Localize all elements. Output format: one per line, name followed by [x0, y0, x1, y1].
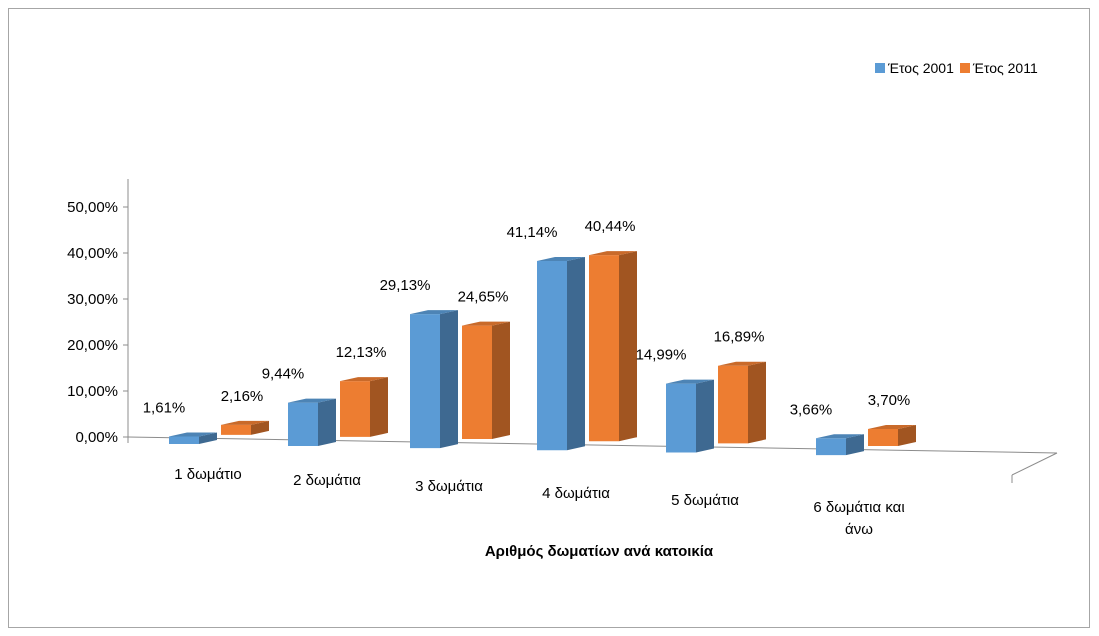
bar-side: [199, 432, 217, 444]
bar-top: [169, 432, 217, 437]
bar-front: [340, 381, 370, 437]
data-label-2001-3: 29,13%: [380, 277, 431, 294]
x-axis-title: Αριθμός δωματίων ανά κατοικία: [485, 543, 714, 560]
chart-frame: 0,00% 10,00% 20,00% 30,00% 40,00% 50,00% 1,61%…: [8, 8, 1090, 628]
bar-front: [868, 428, 898, 447]
y-tick-label: 10,00%: [67, 383, 118, 400]
bar-top: [589, 251, 637, 256]
floor-side-edge: [1011, 452, 1058, 476]
y-tick-label: 50,00%: [67, 199, 118, 216]
data-label-2001-2: 9,44%: [262, 366, 305, 383]
bar-top: [537, 257, 585, 262]
data-label-2011-3: 24,65%: [458, 289, 509, 306]
legend-item-2001: Έτος 2001: [875, 60, 954, 76]
bar-2011-3: [462, 321, 510, 440]
category-label-line: 5 δωμάτια: [671, 492, 739, 509]
y-tick-label: 30,00%: [67, 291, 118, 308]
data-label-2011-4: 40,44%: [585, 218, 636, 235]
data-label-2001-5: 14,99%: [636, 347, 687, 364]
bar-front: [666, 383, 696, 453]
bar-side: [846, 434, 864, 456]
bar-top: [868, 424, 916, 429]
bar-top: [816, 434, 864, 439]
bar-side: [748, 361, 766, 444]
bar-side: [567, 257, 585, 451]
data-label-2011-1: 2,16%: [221, 388, 264, 405]
legend-label-2011: Έτος 2011: [972, 60, 1038, 76]
bar-front: [537, 261, 567, 451]
bar-side: [619, 251, 637, 442]
category-label-line: 3 δωμάτια: [415, 478, 483, 495]
category-label-4: 4 δωμάτια: [542, 485, 610, 502]
bar-front: [288, 402, 318, 447]
bar-2011-6: [868, 424, 916, 447]
floor-back-edge: [127, 436, 1058, 454]
data-label-2001-6: 3,66%: [790, 401, 833, 418]
bar-2001-2: [288, 398, 336, 447]
bar-2011-5: [718, 361, 766, 444]
bar-2001-1: [169, 432, 217, 444]
bar-front: [169, 436, 199, 444]
data-label-2011-5: 16,89%: [714, 329, 765, 346]
category-label-6: 6 δωμάτια και άνω: [813, 499, 904, 538]
chart-plot: 0,00% 10,00% 20,00% 30,00% 40,00% 50,00% 1,61%…: [67, 179, 1058, 560]
bar-top: [340, 377, 388, 382]
bar-top: [666, 379, 714, 384]
data-label-2011-6: 3,70%: [868, 392, 911, 409]
bar-2011-4: [589, 251, 637, 442]
y-tick-label: 0,00%: [75, 429, 118, 446]
legend-swatch-2011: [959, 63, 970, 73]
bar-top: [410, 310, 458, 315]
legend-swatch-2001: [875, 63, 885, 73]
legend-label-2001: Έτος 2001: [888, 60, 954, 76]
bar-front: [410, 314, 440, 449]
bar-side: [318, 398, 336, 447]
category-label-2: 2 δωμάτια: [293, 472, 361, 489]
category-label-line: 6 δωμάτια και: [813, 499, 904, 516]
bar-side: [370, 377, 388, 437]
category-label-line: 1 δωμάτιο: [174, 466, 242, 483]
category-label-line: 2 δωμάτια: [293, 472, 361, 489]
bar-2011-1: [221, 420, 269, 435]
category-label-line: άνω: [845, 521, 873, 538]
bar-top: [221, 420, 269, 425]
bar-2001-3: [410, 310, 458, 449]
bar-2001-5: [666, 379, 714, 453]
bar-side: [251, 420, 269, 435]
bar-front: [816, 438, 846, 456]
bar-2011-2: [340, 377, 388, 437]
category-label-1: 1 δωμάτιο: [174, 466, 242, 483]
data-label-2001-4: 41,14%: [507, 224, 558, 241]
bar-side: [492, 321, 510, 440]
bar-top: [462, 321, 510, 326]
bar-front: [589, 255, 619, 442]
bar-top: [718, 361, 766, 366]
bar-front: [718, 365, 748, 444]
legend: Έτος 2001 Έτος 2011: [875, 60, 1044, 76]
data-label-2001-1: 1,61%: [143, 400, 186, 417]
bar-side: [696, 379, 714, 453]
category-label-line: 4 δωμάτια: [542, 485, 610, 502]
category-label-3: 3 δωμάτια: [415, 478, 483, 495]
bar-front: [221, 424, 251, 435]
y-tick-label: 20,00%: [67, 337, 118, 354]
bar-2001-4: [537, 257, 585, 451]
bar-2001-6: [816, 434, 864, 456]
legend-item-2011: Έτος 2011: [959, 60, 1038, 76]
data-label-2011-2: 12,13%: [336, 344, 387, 361]
y-tick-label: 40,00%: [67, 245, 118, 262]
bar-side: [440, 310, 458, 449]
bar-side: [898, 424, 916, 447]
bar-top: [288, 398, 336, 403]
category-label-5: 5 δωμάτια: [671, 492, 739, 509]
bar-front: [462, 325, 492, 440]
